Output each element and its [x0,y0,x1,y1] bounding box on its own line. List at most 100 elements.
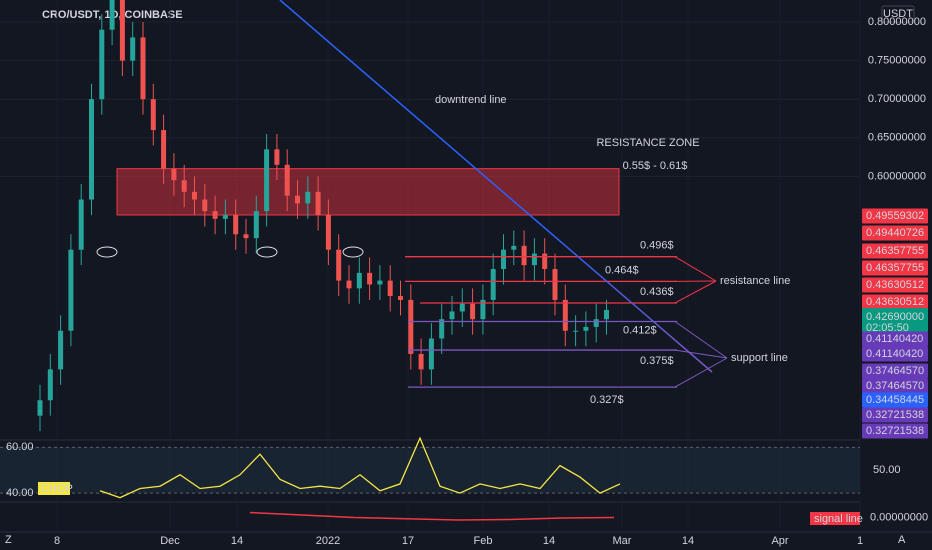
arrow [674,280,717,304]
chop-tick-label: 40.00 [6,487,34,499]
candle-body [171,168,177,181]
price-tag-label: 0.46357755 [866,262,924,274]
candle-body [212,211,218,219]
candle-body [58,330,64,370]
candle-body [562,299,568,331]
price-tag-label: 0.41140420 [866,348,923,360]
x-tick-label: 17 [402,535,414,547]
candle-body [377,280,383,285]
level-label: 0.496$ [640,240,674,252]
price-tag [862,423,928,439]
candle-body [192,191,197,200]
candle-body [47,369,53,401]
arrow [674,349,728,359]
candle-body [284,164,290,196]
price-tag [862,208,928,224]
candle-body [37,400,43,416]
price-tag [862,294,928,310]
chop-name: CHOP [41,483,73,495]
zoom-icon[interactable]: Z [5,534,12,546]
candle-body [305,191,311,204]
price-tag-label: 0.34458445 [866,394,924,406]
candle-body [346,280,352,289]
currency-box[interactable] [881,5,915,23]
candle-body [501,249,506,270]
signal-name: signal line [814,513,863,525]
marker-ellipse [96,246,118,258]
price-tag [862,225,928,241]
candle-body [459,303,465,312]
candle-body [68,249,74,331]
candle-body [130,37,136,61]
price-tag-label: 0.46357755 [866,245,924,257]
y-tick-label: 0.80000000 [868,16,926,28]
candle-body [439,319,445,339]
price-tag [862,260,928,276]
price-tag-label: 0.37464570 [866,365,924,377]
candle-body [274,149,280,165]
currency[interactable]: USDT [883,8,913,20]
price-tag [862,346,928,362]
candle-body [490,269,496,300]
candle-body [243,234,249,239]
candle-body [253,211,259,239]
price-tag-label: 0.43630512 [866,296,924,308]
candle-body [325,214,331,250]
candle-body [202,199,208,212]
price-tag-label: 0.32721538 [866,409,924,421]
y-tick-label: 0.70000000 [868,93,926,105]
candle-body [150,99,156,131]
auto-scale[interactable]: A [898,534,906,546]
candle-body [573,330,579,332]
x-tick-label: Mar [613,535,632,547]
price-tag-label: 0.49559302 [866,210,924,222]
candle-body [521,245,527,266]
price-tag-label: 0.43630512 [866,279,924,291]
candle-body [315,191,321,215]
level-label: 0.327$ [590,394,624,406]
chop-band [0,447,860,494]
price-tag [862,277,928,293]
price-tag [862,308,928,332]
candle-body [531,253,537,266]
candle-body [542,253,548,270]
candle-body [398,296,403,300]
candle-body [109,0,115,30]
annotation: downtrend line [435,94,507,106]
chop-tick-label: 50.00 [873,464,901,476]
price-tag-label: 0.32721538 [866,425,924,437]
chop-line [99,436,621,499]
candle-body [428,338,434,370]
candle-body [604,309,609,320]
price-tag [862,407,928,423]
candle-body [181,180,187,192]
price-tag [862,363,928,379]
arrow [674,256,717,282]
candle-body [78,199,84,250]
x-tick-label: 14 [682,535,694,547]
zone-label: 0.55$ - 0.61$ [623,160,688,172]
candle-body [264,149,270,212]
price-tag-label: 0.49440726 [866,227,924,239]
signal-tick-label: 0.00000000 [870,511,928,523]
marker-ellipse [342,246,364,258]
candle-body [418,353,424,370]
candle-body [593,319,599,327]
candle-body [295,195,300,204]
x-tick-label: 14 [543,535,555,547]
candle-body [336,249,342,281]
candle-body [511,245,517,250]
annotation: support line [731,352,788,364]
candle-body [449,311,455,320]
candle-body [552,269,558,300]
price-tag [862,392,928,408]
candle-body [470,303,476,320]
candle-body [356,272,362,289]
level-label: 0.375$ [640,355,674,367]
price-tag-label: 0.41140420 [866,333,923,345]
candle-body [583,326,589,331]
arrow [674,357,728,388]
level-label: 0.412$ [623,324,657,336]
candle-body [408,299,414,354]
